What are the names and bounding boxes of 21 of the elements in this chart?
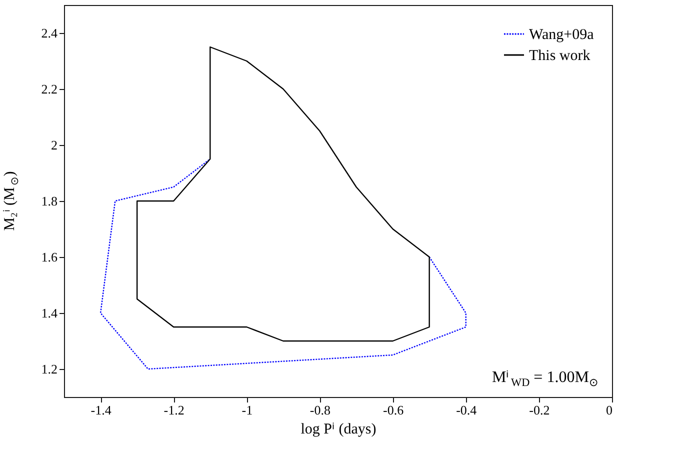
- x-tick-label: -1: [242, 402, 253, 418]
- y-tick-label: 1.2: [41, 362, 58, 376]
- x-tick-label: -0.4: [456, 402, 478, 418]
- y-axis-title: M₂ⁱ (M⊙): [2, 171, 21, 231]
- y-tick-label: 1.6: [41, 250, 58, 264]
- legend-label: This work: [529, 48, 591, 64]
- legend-label: Wang+09a: [529, 27, 594, 43]
- y-tick-label: 2: [51, 138, 58, 152]
- x-tick-label: -1.2: [164, 402, 184, 418]
- x-tick-label: -0.6: [383, 402, 404, 418]
- line-series: [100, 158, 466, 370]
- y-tick-label: 2.4: [41, 26, 58, 40]
- x-tick-label: -1.4: [90, 402, 112, 418]
- line-series: [136, 46, 430, 342]
- x-tick-label: -0.2: [529, 402, 550, 418]
- x-tick-label: 0: [606, 402, 612, 418]
- y-tick-label: 2.2: [41, 82, 58, 96]
- x-tick-label: -0.8: [310, 402, 331, 418]
- y-tick-label: 1.4: [41, 306, 58, 320]
- x-axis-title: log Pⁱ (days): [300, 422, 376, 438]
- y-tick-label: 1.8: [41, 194, 58, 208]
